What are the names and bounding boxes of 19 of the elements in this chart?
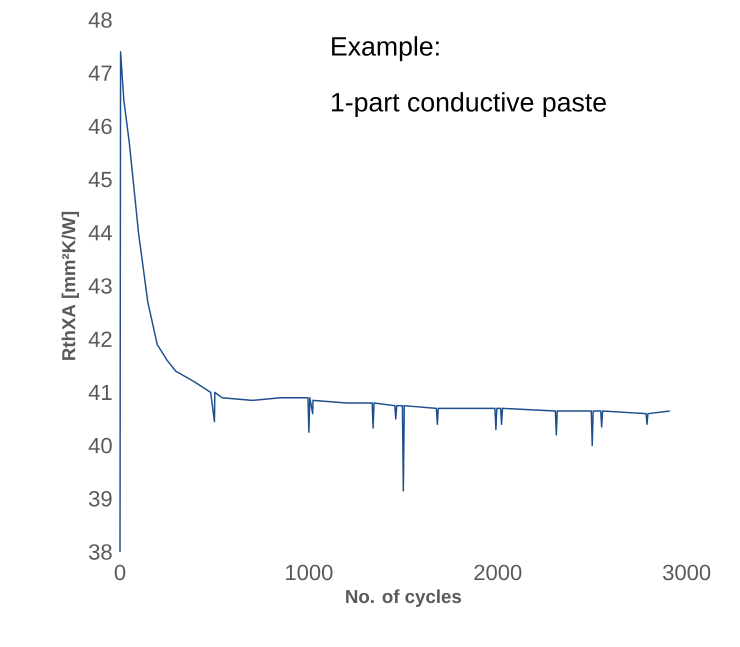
y-tick-label: 42 <box>88 332 112 347</box>
x-tick-label: 2000 <box>474 564 522 580</box>
y-tick-label: 41 <box>88 384 112 400</box>
y-tick-label: 43 <box>88 278 112 294</box>
annotation: 1-part conductive paste <box>332 92 606 117</box>
x-axis-title: No. of cycles <box>346 589 462 607</box>
y-tick-label: 38 <box>88 544 112 560</box>
y-tick-label: 44 <box>88 225 112 240</box>
y-axis-title: RthXA [mm²K/W] <box>62 212 79 360</box>
y-tick-label: 46 <box>88 118 112 134</box>
y-tick-label: 47 <box>88 66 112 81</box>
y-tick-label: 39 <box>88 490 112 507</box>
y-tick-label: 40 <box>88 438 112 454</box>
y-tick-label: 48 <box>88 12 112 28</box>
y-tick-label: 45 <box>88 172 112 188</box>
x-tick-label: 3000 <box>663 564 710 580</box>
x-tick-label: 0 <box>114 564 126 580</box>
annotation: Example: <box>332 36 439 62</box>
x-tick-label: 1000 <box>286 564 332 580</box>
